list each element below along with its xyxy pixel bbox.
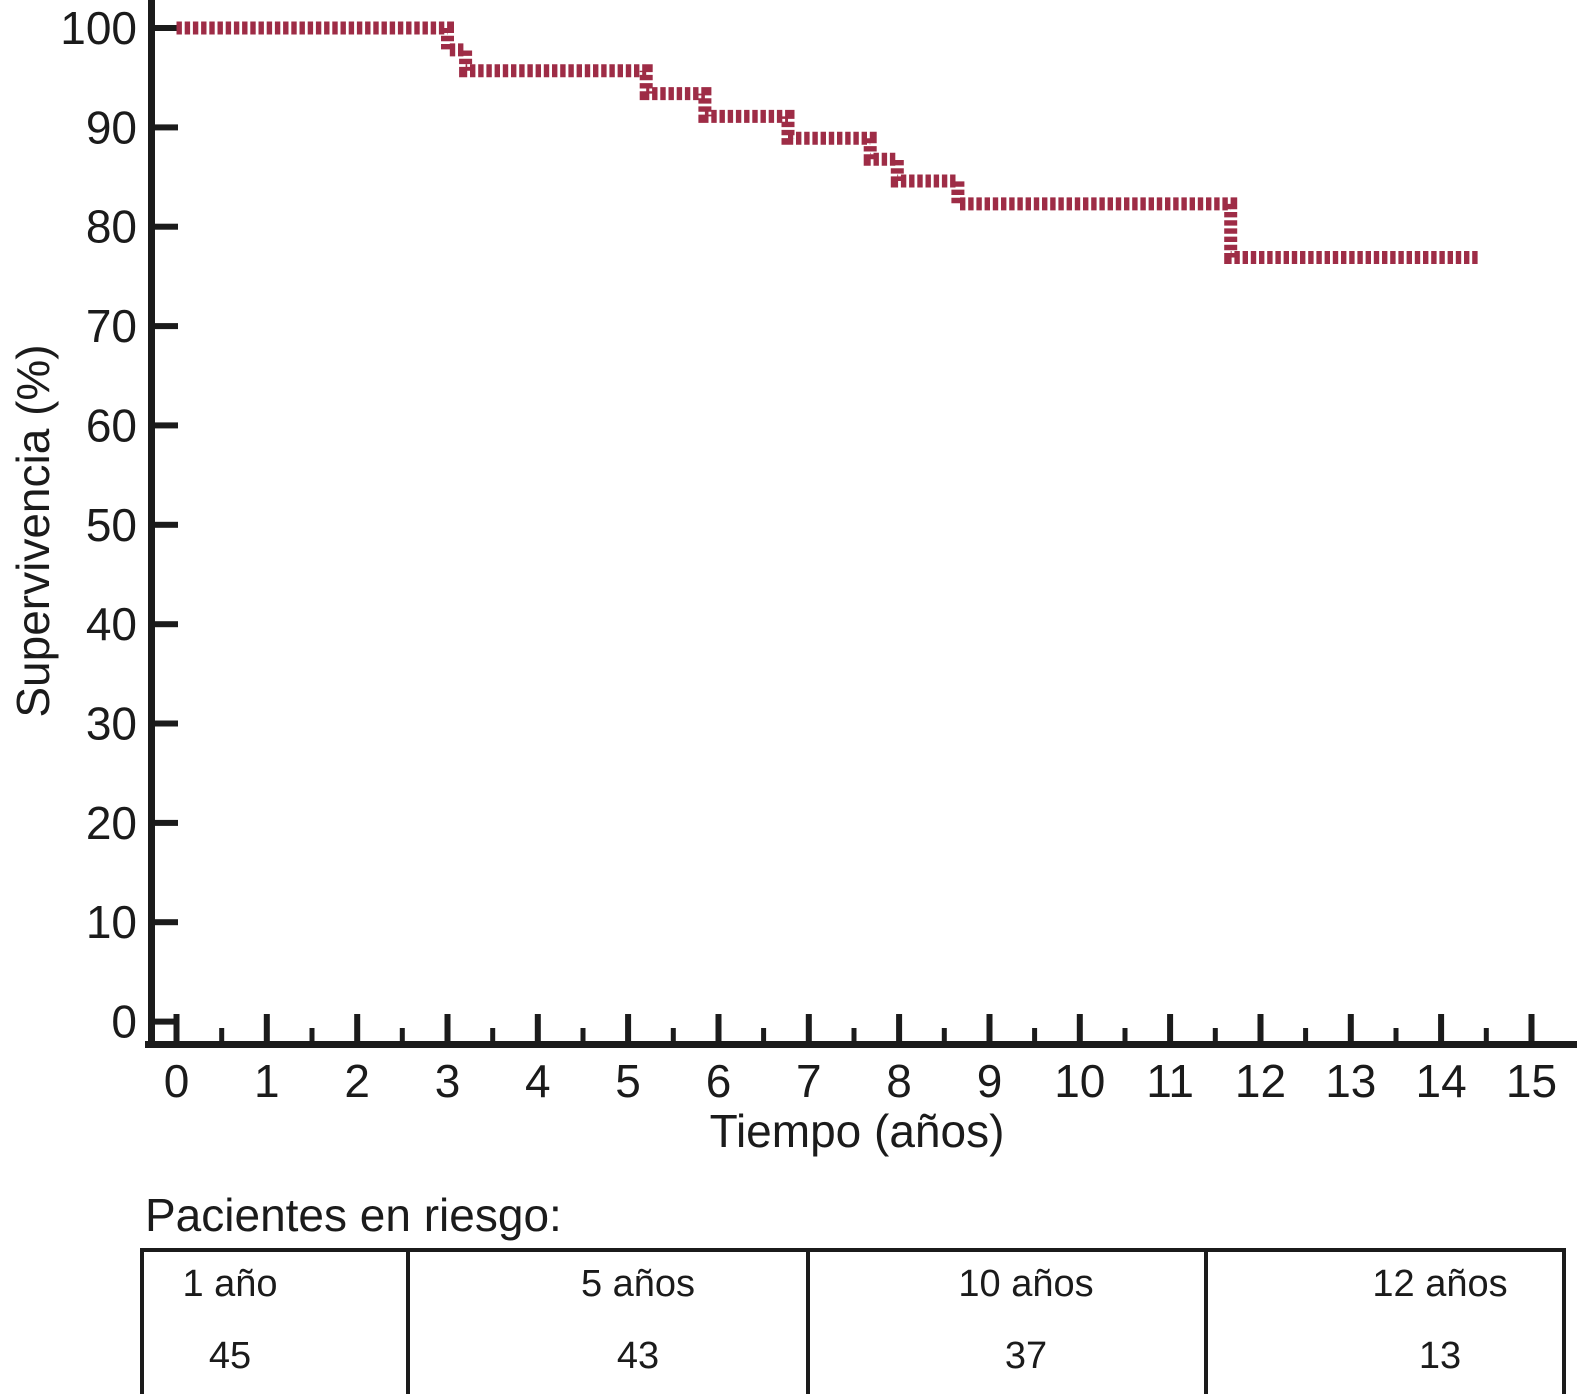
x-axis-line	[145, 1041, 1577, 1048]
x-tick-label: 14	[1416, 1055, 1467, 1107]
risk-cell-1y: 1 año 45	[144, 1252, 406, 1394]
x-axis-major-tick	[625, 1014, 632, 1041]
y-tick-label: 100	[60, 2, 137, 54]
y-tick-label: 60	[86, 399, 137, 451]
x-axis-major-tick	[1076, 1014, 1083, 1041]
risk-cell-value: 43	[616, 1335, 660, 1377]
x-axis-major-tick	[1167, 1014, 1174, 1041]
risk-cell-label: 1 año	[182, 1263, 278, 1305]
x-axis-minor-tick	[580, 1028, 586, 1041]
x-axis-minor-tick	[941, 1028, 947, 1041]
y-tick-label: 40	[86, 598, 137, 650]
x-tick-label: 1	[254, 1055, 280, 1107]
y-axis-title: Supervivencia (%)	[7, 344, 59, 718]
x-tick-label: 0	[164, 1055, 190, 1107]
x-axis-minor-tick	[309, 1028, 315, 1041]
x-tick-label: 9	[977, 1055, 1003, 1107]
x-axis-major-tick	[173, 1014, 180, 1041]
x-tick-label: 6	[706, 1055, 732, 1107]
x-tick-label: 11	[1146, 1055, 1194, 1107]
y-tick-label: 80	[86, 201, 137, 253]
y-axis-tick	[155, 1018, 178, 1025]
x-axis-major-tick	[444, 1014, 451, 1041]
y-axis-tick	[155, 25, 178, 31]
x-tick-label: 4	[525, 1055, 551, 1107]
y-tick-label: 30	[86, 698, 137, 750]
y-axis-tick	[155, 919, 178, 926]
x-axis-minor-tick	[219, 1028, 225, 1041]
x-axis-major-tick	[715, 1014, 722, 1041]
x-tick-label: 3	[435, 1055, 461, 1107]
y-axis-tick	[155, 819, 178, 826]
risk-cell-label: 5 años	[580, 1263, 696, 1305]
x-axis-minor-tick	[1032, 1028, 1038, 1041]
y-tick-label: 10	[86, 896, 137, 948]
y-tick-label: 20	[86, 797, 137, 849]
x-axis-major-tick	[1528, 1014, 1535, 1041]
x-axis-minor-tick	[1212, 1028, 1218, 1041]
x-axis-minor-tick	[1483, 1028, 1489, 1041]
x-axis-major-tick	[896, 1014, 903, 1041]
x-axis-major-tick	[1438, 1014, 1445, 1041]
x-axis-minor-tick	[670, 1028, 676, 1041]
y-axis-tick	[155, 124, 178, 131]
x-axis-minor-tick	[761, 1028, 767, 1041]
x-axis-major-tick	[263, 1014, 270, 1041]
risk-cell-label: 12 años	[1372, 1263, 1508, 1305]
x-axis-minor-tick	[399, 1028, 405, 1041]
y-axis-tick	[155, 223, 178, 230]
x-axis-major-tick	[986, 1014, 993, 1041]
risk-cell-5y: 5 años 43	[406, 1252, 806, 1394]
x-axis-major-tick	[1257, 1014, 1264, 1041]
x-tick-label: 5	[615, 1055, 641, 1107]
y-axis-line	[148, 0, 155, 1048]
risk-table-heading: Pacientes en riesgo:	[145, 1189, 562, 1241]
x-tick-label: 13	[1325, 1055, 1376, 1107]
y-axis-tick	[155, 323, 178, 330]
x-axis-minor-tick	[851, 1028, 857, 1041]
x-axis-minor-tick	[1393, 1028, 1399, 1041]
x-tick-label: 8	[886, 1055, 912, 1107]
survival-curve	[176, 21, 1480, 264]
x-axis-major-tick	[534, 1014, 541, 1041]
x-axis-minor-tick	[1303, 1028, 1309, 1041]
risk-cell-value: 45	[208, 1335, 252, 1377]
y-tick-label: 50	[86, 499, 137, 551]
x-tick-label: 7	[796, 1055, 822, 1107]
y-axis-tick	[155, 720, 178, 727]
risk-cell-value: 37	[1004, 1335, 1048, 1377]
x-axis-major-tick	[354, 1014, 361, 1041]
x-tick-label: 12	[1235, 1055, 1286, 1107]
x-tick-label: 15	[1506, 1055, 1557, 1107]
y-tick-label: 0	[111, 996, 137, 1048]
x-axis-major-tick	[1347, 1014, 1354, 1041]
x-axis-title: Tiempo (años)	[709, 1105, 1005, 1157]
risk-cell-value: 13	[1418, 1335, 1462, 1377]
x-tick-label: 10	[1054, 1055, 1105, 1107]
y-axis-tick	[155, 521, 178, 528]
y-axis-tick	[155, 422, 178, 429]
risk-cell-10y: 10 años 37	[806, 1252, 1204, 1394]
risk-cell-12y: 12 años 13	[1204, 1252, 1562, 1394]
risk-cell-label: 10 años	[958, 1263, 1094, 1305]
x-tick-label: 2	[344, 1055, 370, 1107]
y-tick-label: 90	[86, 101, 137, 153]
x-axis-major-tick	[805, 1014, 812, 1041]
x-axis-minor-tick	[490, 1028, 496, 1041]
y-tick-label: 70	[86, 300, 137, 352]
risk-table: 1 año 45 5 años 43 10 años 37 12 años 13	[140, 1248, 1566, 1394]
x-axis-minor-tick	[1122, 1028, 1128, 1041]
y-axis-tick	[155, 621, 178, 628]
